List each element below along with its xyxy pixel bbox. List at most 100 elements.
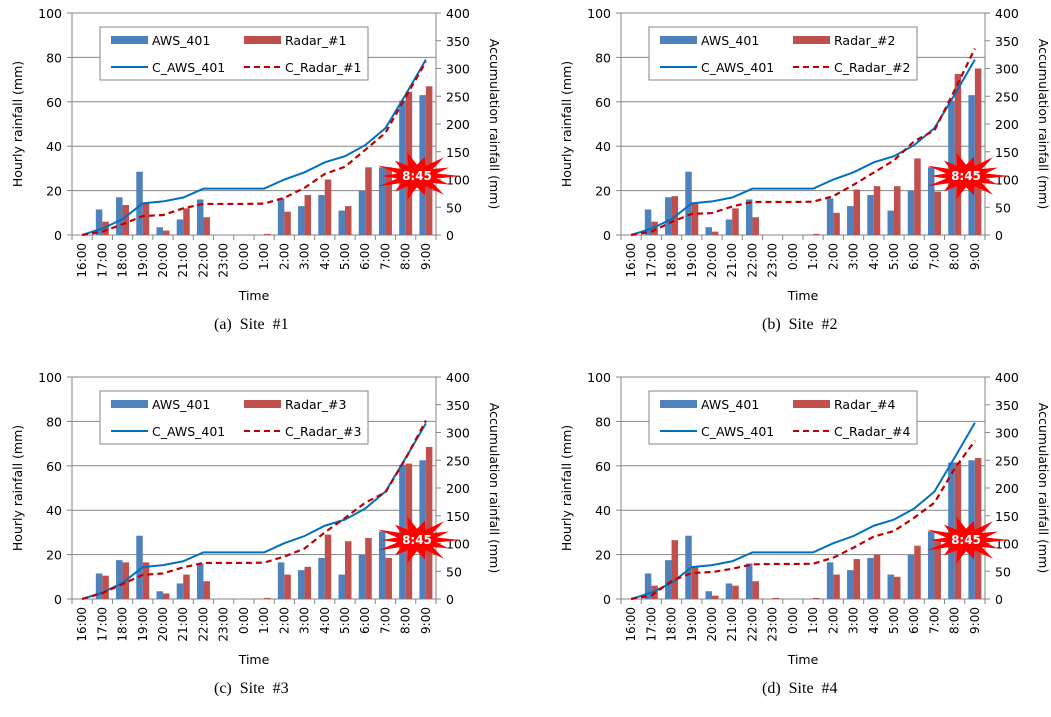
- x-tick-label: 19:00: [685, 243, 699, 278]
- y2-tick-label: 200: [446, 117, 470, 132]
- bar-radar-2: [914, 158, 921, 235]
- y2-tick-label: 50: [995, 564, 1011, 579]
- x-tick-label: 9:00: [419, 243, 433, 270]
- y2-tick-label: 350: [995, 34, 1019, 49]
- bar-radar-3: [163, 593, 170, 599]
- y-tick-label: 100: [38, 370, 62, 385]
- x-axis-label: Time: [238, 652, 270, 667]
- x-tick-label: 2:00: [826, 243, 840, 270]
- x-tick-label: 0:00: [786, 243, 800, 270]
- bar-aws-401: [887, 210, 894, 235]
- y-tick-label: 100: [38, 6, 62, 21]
- x-tick-label: 20:00: [156, 243, 170, 278]
- bar-radar-1: [142, 202, 150, 235]
- legend-swatch-aws-401: [660, 36, 697, 44]
- x-tick-label: 9:00: [419, 607, 433, 634]
- y2-axis-label: Accumulation rainfall (mm): [487, 403, 502, 573]
- bar-radar-1: [425, 86, 433, 235]
- bar-aws-401: [907, 190, 915, 235]
- x-tick-label: 0:00: [237, 607, 251, 634]
- x-tick-label: 6:00: [358, 243, 372, 270]
- x-tick-label: 2:00: [826, 607, 840, 634]
- y2-axis-label: Accumulation rainfall (mm): [487, 39, 502, 209]
- x-tick-label: 18:00: [116, 607, 130, 642]
- x-tick-label: 20:00: [705, 607, 719, 642]
- y2-tick-label: 350: [446, 34, 470, 49]
- y2-tick-label: 150: [446, 509, 470, 524]
- bar-aws-401: [685, 171, 692, 235]
- chart-site-3: 0 20 40 60 80 100 0 50 100 150 200 250 300 350 400 16:0…: [0, 364, 525, 717]
- x-tick-label: 19:00: [685, 607, 699, 642]
- x-axis-label: Time: [787, 652, 819, 667]
- x-tick-label: 16:00: [75, 243, 89, 278]
- bar-radar-3: [385, 557, 392, 599]
- bar-radar-1: [385, 167, 392, 235]
- bar-radar-2: [691, 202, 699, 235]
- bar-aws-401: [705, 591, 712, 599]
- bar-radar-1: [284, 211, 291, 235]
- y-tick-label: 20: [46, 548, 62, 563]
- x-tick-label: 18:00: [665, 243, 679, 278]
- x-tick-label: 5:00: [338, 607, 352, 634]
- annotation-label: 8:45: [951, 533, 981, 547]
- bar-radar-2: [974, 68, 982, 235]
- bar-radar-2: [833, 212, 840, 235]
- x-tick-label: 3:00: [847, 243, 861, 270]
- bar-aws-401: [116, 560, 123, 599]
- burst-annotation-icon: [378, 516, 461, 564]
- bar-radar-1: [304, 195, 312, 235]
- legend: AWS_401 Radar_#3 C_AWS_401 C_Radar_#3: [99, 390, 369, 445]
- bar-radar-2: [853, 189, 861, 235]
- y-tick-label: 20: [595, 548, 611, 563]
- y-axis-label: Hourly rainfall (mm): [559, 425, 574, 551]
- bar-aws-401: [95, 209, 103, 235]
- x-tick-label: 22:00: [196, 243, 210, 278]
- bar-aws-401: [705, 227, 712, 235]
- y2-tick-label: 350: [995, 398, 1019, 413]
- y-tick-label: 80: [46, 50, 62, 65]
- bar-radar-3: [284, 574, 291, 599]
- y2-axis-label: Accumulation rainfall (mm): [1036, 39, 1051, 209]
- x-tick-label: 17:00: [644, 243, 658, 278]
- x-tick-label: 0:00: [786, 607, 800, 634]
- x-tick-label: 17:00: [644, 607, 658, 642]
- y2-tick-label: 400: [995, 370, 1019, 385]
- x-tick-label: 17:00: [95, 243, 109, 278]
- x-tick-label: 20:00: [705, 243, 719, 278]
- y2-tick-label: 150: [446, 145, 470, 160]
- line-c-radar-3: [81, 420, 427, 601]
- legend-label-aws-401: AWS_401: [701, 397, 759, 412]
- line-c-radar-1: [81, 61, 427, 237]
- y-tick-label: 40: [595, 503, 611, 518]
- y2-tick-label: 350: [446, 398, 470, 413]
- bar-radar-1: [122, 205, 130, 235]
- bar-radar-4: [934, 539, 941, 599]
- bar-radar-3: [142, 562, 150, 599]
- x-tick-label: 1:00: [257, 607, 271, 634]
- x-tick-label: 7:00: [378, 607, 392, 634]
- y-tick-label: 60: [46, 95, 62, 110]
- y2-tick-label: 0: [446, 228, 454, 243]
- bar-radar-2: [934, 191, 941, 235]
- y-tick-label: 60: [595, 95, 611, 110]
- bar-aws-401: [745, 199, 753, 235]
- y2-tick-label: 300: [995, 426, 1019, 441]
- y-tick-label: 40: [46, 503, 62, 518]
- legend-swatch-aws-401: [660, 400, 697, 408]
- bar-aws-401: [847, 570, 854, 599]
- legend-box: [648, 26, 918, 81]
- bar-aws-401: [927, 167, 935, 235]
- y2-tick-label: 250: [995, 89, 1019, 104]
- bar-aws-401: [378, 167, 386, 235]
- legend-swatch-aws-401: [111, 400, 148, 408]
- y2-tick-label: 200: [995, 117, 1019, 132]
- x-tick-label: 3:00: [298, 607, 312, 634]
- bar-radar-3: [425, 446, 433, 599]
- bar-aws-401: [338, 574, 345, 599]
- x-tick-label: 3:00: [298, 243, 312, 270]
- bar-aws-401: [338, 210, 345, 235]
- bar-aws-401: [725, 219, 733, 235]
- x-tick-label: 20:00: [156, 607, 170, 642]
- bar-aws-401: [196, 199, 204, 235]
- x-tick-label: 23:00: [217, 607, 231, 642]
